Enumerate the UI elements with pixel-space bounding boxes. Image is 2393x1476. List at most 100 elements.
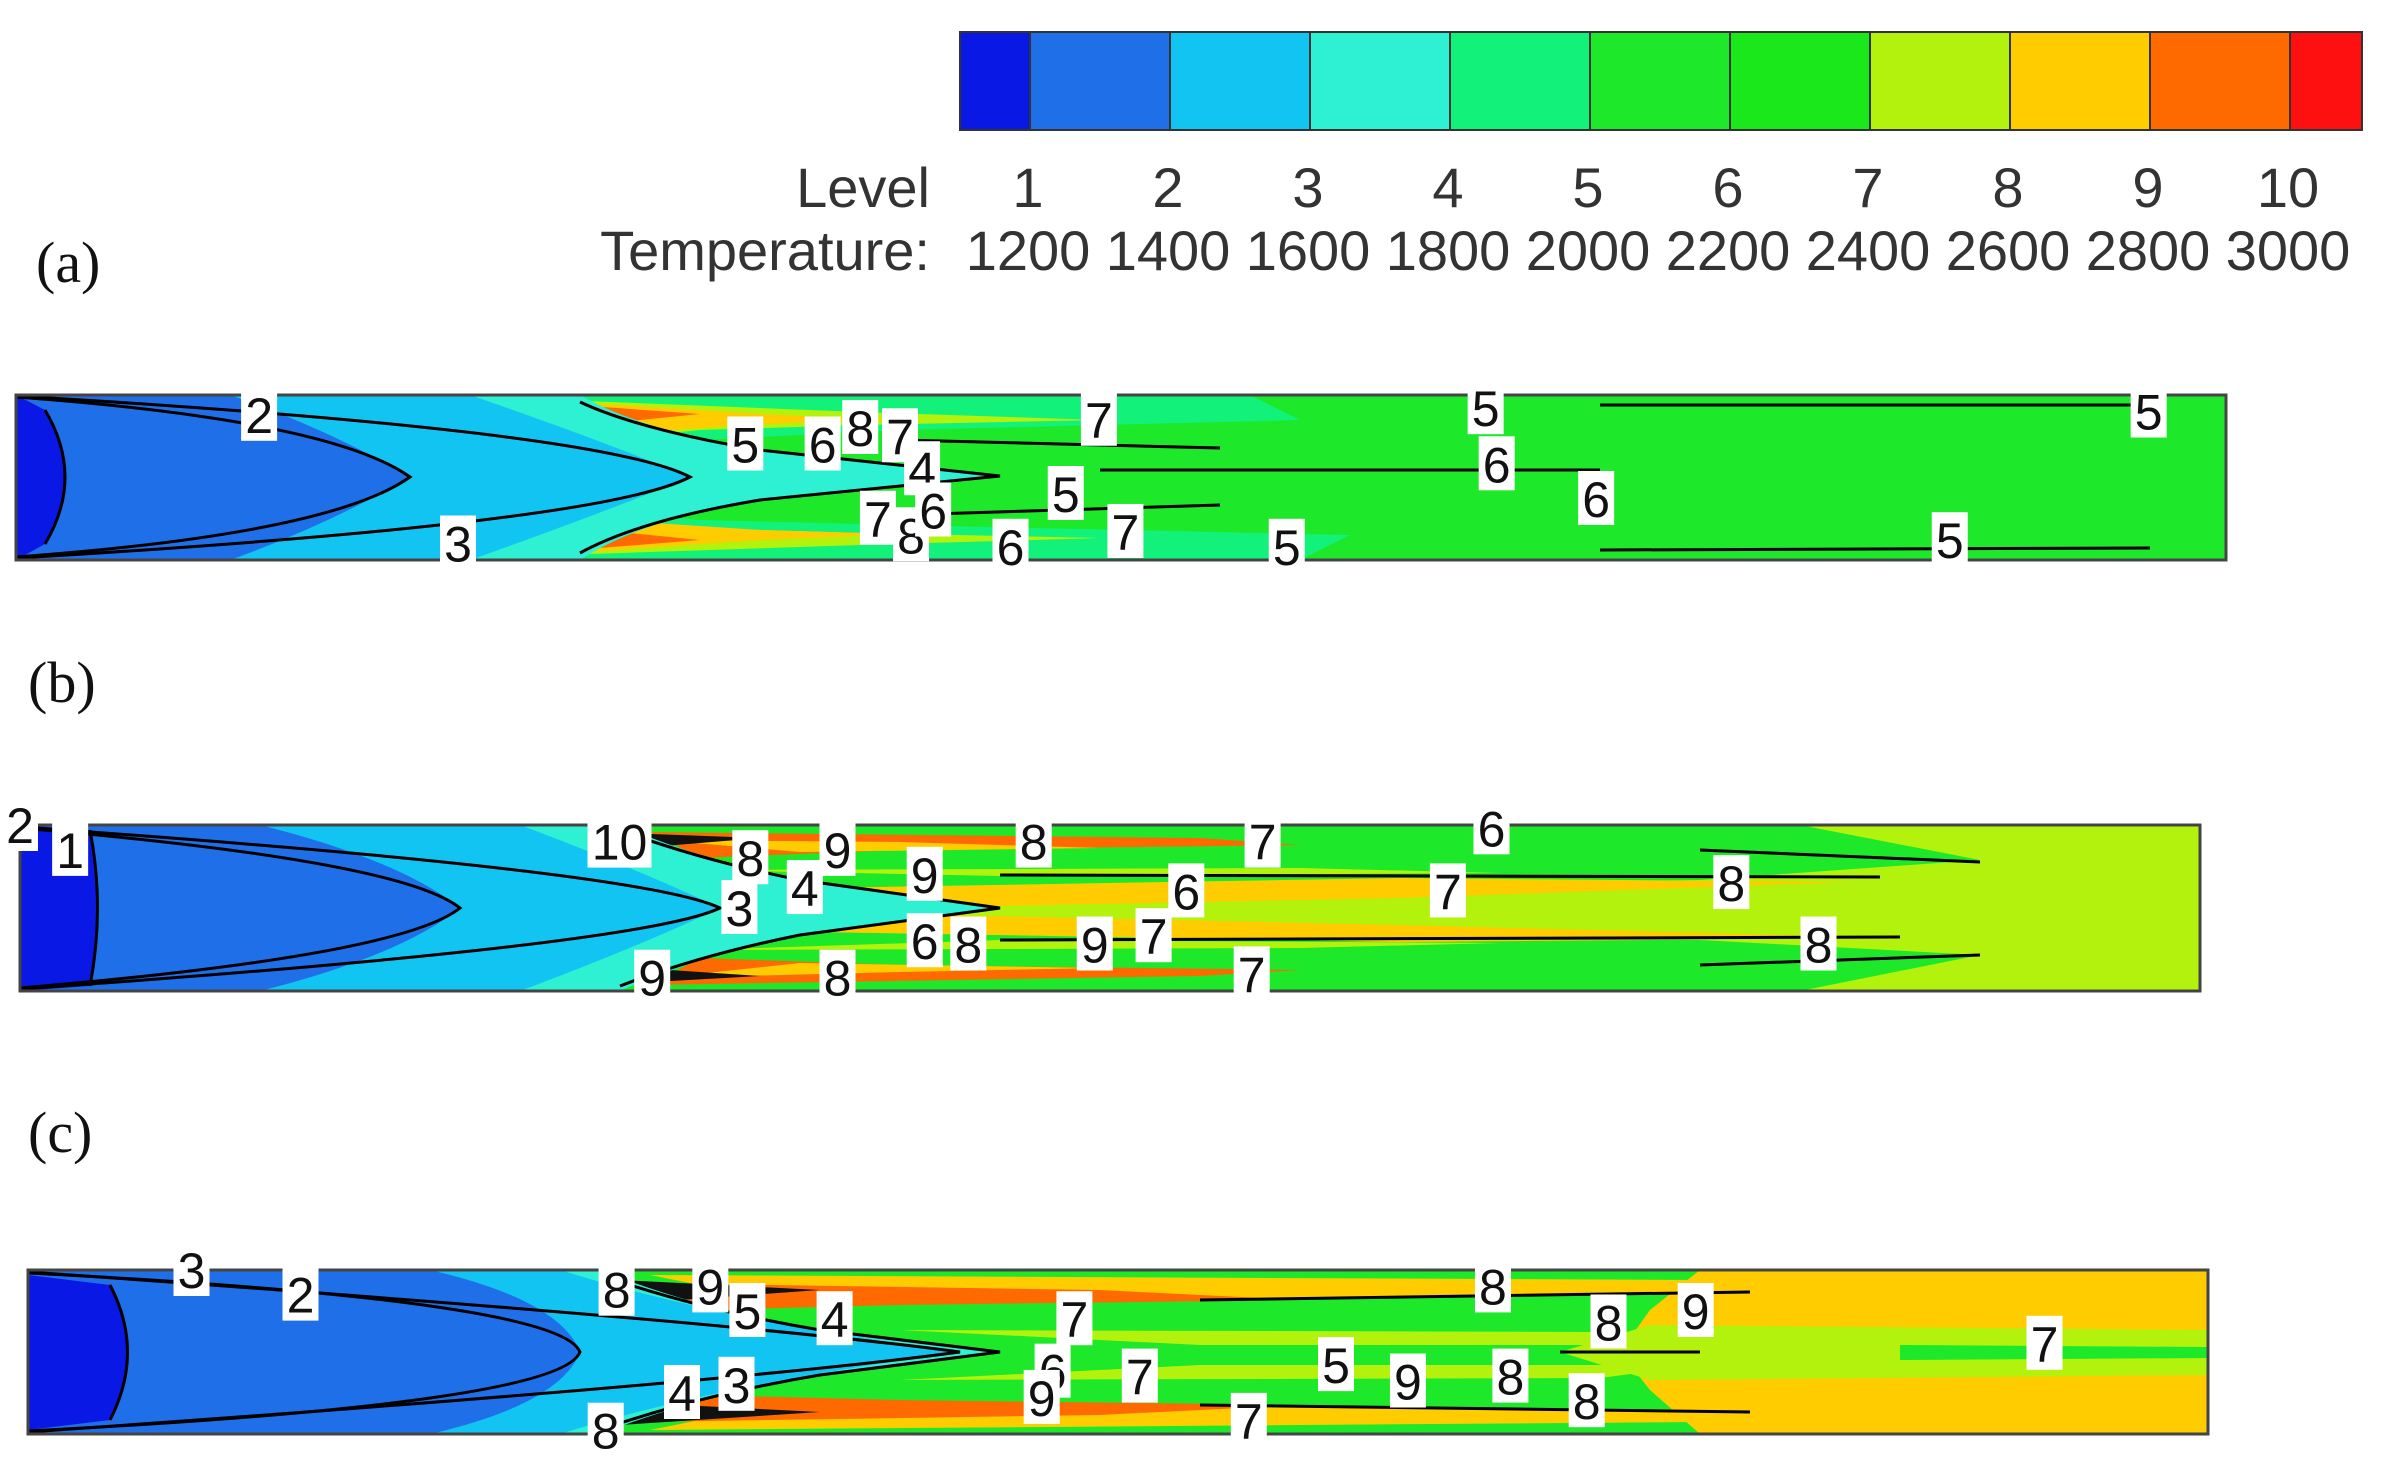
contour-label-4: 4	[668, 1366, 696, 1422]
contour-label-bg	[2130, 383, 2167, 438]
contour-label-7: 7	[1238, 947, 1266, 1003]
contour-label-5: 5	[1936, 513, 1964, 569]
contour-label-bg	[1318, 1337, 1354, 1392]
contour-label-bg	[732, 830, 769, 885]
contour-label-5: 5	[2135, 385, 2163, 441]
legend-swatch-level-1	[959, 31, 1031, 131]
contour-label-bg	[1800, 916, 1837, 971]
contour-label-bg	[1677, 1283, 1714, 1337]
contour-label-bg	[1590, 1294, 1627, 1349]
contour-label-bg	[1713, 855, 1750, 910]
contour-label-bg	[692, 1258, 729, 1313]
contour-label-bg	[634, 949, 671, 1004]
contour-label-8: 8	[1496, 1350, 1524, 1406]
contour-label-bg	[173, 1242, 210, 1296]
panel-letter-c: (c)	[28, 1100, 92, 1165]
contour-label-3: 3	[725, 881, 753, 937]
contour-label-bg	[1047, 466, 1084, 520]
contour-label-8: 8	[1717, 856, 1745, 912]
contour-label-bg	[52, 821, 89, 876]
legend-swatch-level-8	[1869, 31, 2011, 131]
legend-temperature-2400: 2400	[1806, 219, 1931, 282]
contour-label-bg	[1135, 908, 1172, 963]
contour-label-bg	[1230, 1392, 1267, 1447]
contour-label-6: 6	[809, 418, 837, 474]
contour-fill-b	[20, 825, 2200, 991]
contour-label-2: 2	[287, 1268, 315, 1324]
contour-label-bg	[1578, 470, 1615, 525]
contour-label-bg	[816, 1291, 853, 1346]
contour-label-bg	[842, 400, 879, 454]
contour-label-bg	[1168, 863, 1205, 918]
contour-label-6: 6	[919, 484, 947, 540]
contour-label-bg	[1931, 512, 1968, 567]
legend-level-2: 2	[1152, 156, 1183, 219]
contour-label-bg	[906, 846, 943, 901]
contour-label-bg	[1568, 1373, 1605, 1428]
legend-temperature-1800: 1800	[1386, 219, 1511, 282]
contour-panel-c: 3289544387697759888897	[26, 1242, 2210, 1460]
contour-label-9: 9	[638, 951, 666, 1007]
contour-label-bg	[1473, 800, 1510, 855]
contour-label-bg	[664, 1365, 700, 1419]
legend-swatch-level-7	[1729, 31, 1871, 131]
panel-letter-a: (a)	[36, 230, 100, 295]
legend-temperature-2800: 2800	[2086, 219, 2211, 282]
contour-label-bg	[906, 913, 943, 968]
contour-fill-c	[28, 1270, 2208, 1434]
contour-label-4: 4	[791, 861, 819, 917]
legend-temperature-values: 1200 1400 1600 1800 2000 2200 2400 2600 2800 3000	[966, 219, 2351, 282]
legend-temperature-1200: 1200	[966, 219, 1091, 282]
contour-label-5: 5	[1472, 381, 1500, 437]
legend-temperature-2200: 2200	[1666, 219, 1791, 282]
contour-label-8: 8	[954, 918, 982, 974]
contour-label-9: 9	[1081, 918, 1109, 974]
contour-label-6: 6	[1172, 864, 1200, 920]
contour-label-bg	[1244, 813, 1281, 868]
contour-label-bg	[786, 860, 823, 915]
contour-label-bg	[2026, 1315, 2063, 1370]
contour-label-9: 9	[696, 1259, 724, 1315]
contour-label-3: 3	[444, 517, 472, 573]
legend-swatch-level-2	[1029, 31, 1171, 131]
contour-label-bg	[819, 949, 856, 1004]
contour-label-1: 1	[56, 823, 84, 879]
contour-label-9: 9	[911, 848, 939, 904]
legend-swatch-level-4	[1309, 31, 1451, 131]
contour-label-bg	[1107, 503, 1144, 558]
legend-level-6: 6	[1712, 156, 1743, 219]
contour-label-9: 9	[1028, 1371, 1056, 1427]
contour-label-2: 2	[6, 798, 34, 854]
contour-label-6: 6	[997, 520, 1025, 576]
contour-label-bg	[950, 916, 987, 971]
contour-label-5: 5	[1273, 520, 1301, 576]
contour-labels-c: 3289544387697759888897	[173, 1242, 2063, 1460]
contour-label-5: 5	[731, 418, 759, 474]
contour-label-8: 8	[1479, 1259, 1507, 1315]
contour-label-8: 8	[824, 951, 852, 1007]
contour-label-5: 5	[1322, 1338, 1350, 1394]
contour-label-7: 7	[1060, 1292, 1088, 1348]
contour-label-9: 9	[1682, 1284, 1710, 1340]
contour-label-bg	[1233, 946, 1270, 1001]
panel-letter-b: (b)	[28, 650, 96, 715]
contour-label-8: 8	[846, 401, 874, 457]
legend-level-values: 1 2 3 4 5 6 7 8 9 10	[1012, 156, 2319, 219]
legend-level-5: 5	[1572, 156, 1603, 219]
contour-label-8: 8	[1020, 815, 1048, 871]
legend-swatch-end	[2289, 31, 2363, 131]
contour-label-bg	[1492, 1348, 1529, 1403]
contour-label-bg	[241, 386, 278, 441]
contour-label-8: 8	[1595, 1295, 1623, 1351]
legend-level-7: 7	[1852, 156, 1883, 219]
legend-level-1: 1	[1012, 156, 1043, 219]
contour-label-7: 7	[1085, 393, 1113, 449]
contour-label-bg	[1056, 1291, 1093, 1346]
contour-label-7: 7	[1112, 505, 1140, 561]
contour-label-7: 7	[1249, 815, 1277, 871]
